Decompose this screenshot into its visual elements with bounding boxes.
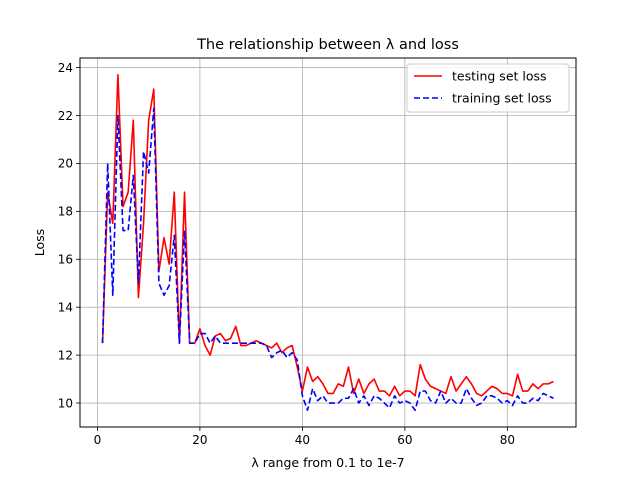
x-tick-label: 40	[295, 433, 310, 447]
y-tick-label: 12	[58, 348, 73, 362]
y-axis-ticks: 10 12 14 16 18 20 22 24	[58, 61, 80, 410]
y-tick-label: 10	[58, 396, 73, 410]
y-tick-label: 22	[58, 109, 73, 123]
legend-label-testing: testing set loss	[452, 69, 547, 84]
y-tick-label: 20	[58, 157, 73, 171]
x-tick-label: 0	[94, 433, 102, 447]
legend-label-training: training set loss	[452, 91, 552, 106]
y-tick-label: 16	[58, 253, 73, 267]
legend: testing set loss training set loss	[406, 63, 570, 113]
x-axis-label: λ range from 0.1 to 1e-7	[251, 455, 404, 470]
plot-frame	[79, 57, 577, 428]
x-axis-ticks: 0 20 40 60 80	[94, 427, 515, 447]
x-tick-label: 60	[397, 433, 412, 447]
legend-box	[406, 63, 570, 113]
series-layer	[101, 73, 554, 412]
y-axis-label: Loss	[32, 229, 47, 256]
grid	[80, 58, 576, 427]
series-line-training	[101, 107, 554, 412]
y-tick-label: 18	[58, 205, 73, 219]
y-tick-label: 14	[58, 300, 73, 314]
chart-title: The relationship between λ and loss	[196, 37, 459, 53]
x-tick-label: 20	[192, 433, 207, 447]
x-tick-label: 80	[500, 433, 515, 447]
y-tick-label: 24	[58, 61, 73, 75]
